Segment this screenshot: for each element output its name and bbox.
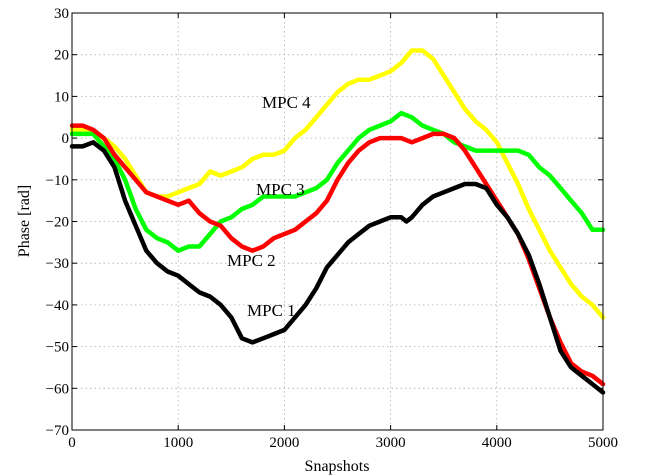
series-line-mpc-3 (69, 110, 606, 253)
x-axis-title: Snapshots (305, 458, 370, 475)
y-tick-label: −20 (46, 215, 69, 231)
y-tick-label: 30 (54, 6, 69, 22)
axis-ticks: 0 1000 2000 3000 4000 5000 30 20 10 0 −10 −20 −30 −40… (46, 6, 618, 451)
x-tick-label: 3000 (376, 435, 406, 451)
series-label-mpc-2: MPC 2 (227, 251, 276, 270)
x-tick-label: 0 (68, 435, 76, 451)
y-tick-label: −30 (46, 256, 69, 272)
series-line-mpc-1 (69, 140, 606, 395)
series-label-mpc-3: MPC 3 (256, 180, 305, 199)
y-tick-label: 10 (54, 89, 69, 105)
x-tick-label: 2000 (269, 435, 299, 451)
y-tick-label: −60 (46, 381, 69, 397)
y-tick-label: −10 (46, 173, 69, 189)
y-tick-label: 0 (62, 131, 70, 147)
x-tick-label: 4000 (482, 435, 512, 451)
y-tick-label: 20 (54, 48, 69, 64)
series-labels: MPC 4 MPC 3 MPC 2 MPC 1 (227, 93, 311, 320)
x-tick-label: 1000 (163, 435, 193, 451)
y-tick-label: −50 (46, 340, 69, 356)
y-tick-label: −40 (46, 298, 69, 314)
y-tick-label: −70 (46, 423, 69, 439)
series-lines (69, 48, 606, 395)
series-label-mpc-4: MPC 4 (262, 93, 311, 112)
series-label-mpc-1: MPC 1 (247, 301, 296, 320)
grid (72, 13, 603, 430)
y-axis-title: Phase [rad] (16, 185, 33, 257)
x-tick-label: 5000 (588, 435, 618, 451)
